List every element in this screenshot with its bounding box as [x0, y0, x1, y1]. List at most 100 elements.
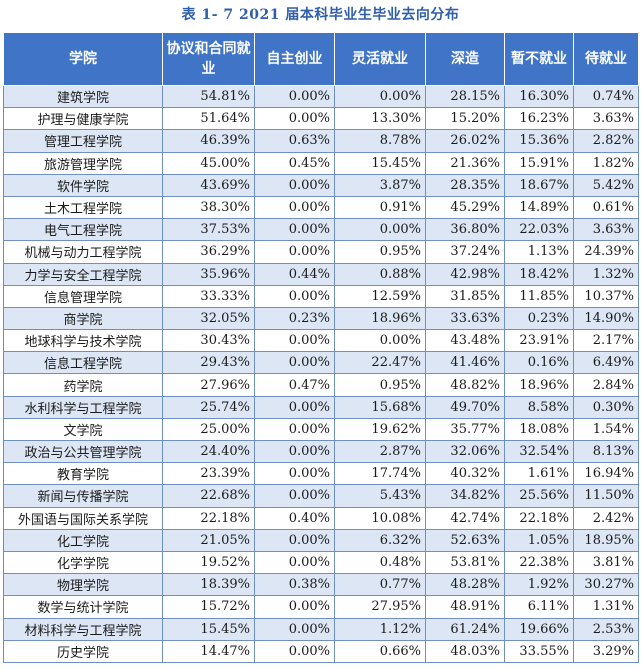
header-contract: 协议和合同就业 [162, 32, 255, 86]
pending-rate: 0.61% [573, 196, 639, 220]
further-study-rate: 43.48% [425, 329, 505, 353]
table-header-row: 学院 协议和合同就业 自主创业 灵活就业 深造 暂不就业 待就业 [3, 32, 639, 86]
flexible-rate: 12.59% [334, 285, 426, 308]
further-study-rate: 48.82% [425, 373, 505, 397]
contract-rate: 36.29% [162, 240, 255, 264]
contract-rate: 45.00% [162, 152, 255, 175]
flexible-rate: 0.95% [334, 373, 426, 397]
college-name: 政治与公共管理学院 [3, 440, 163, 464]
contract-rate: 25.00% [162, 418, 255, 442]
flexible-rate: 0.91% [334, 196, 426, 220]
not-employed-rate: 8.58% [504, 396, 574, 419]
table-row: 商学院 32.05% 0.23% 18.96% 33.63% 0.23% 14.90% [3, 307, 639, 331]
not-employed-rate: 18.42% [504, 263, 574, 286]
contract-rate: 38.30% [162, 196, 255, 220]
table-row: 历史学院 14.47% 0.00% 0.66% 48.03% 33.55% 3.29% [3, 640, 639, 663]
college-name: 化工学院 [3, 529, 163, 552]
further-study-rate: 28.15% [425, 85, 505, 109]
college-name: 力学与安全工程学院 [3, 263, 163, 286]
not-employed-rate: 33.55% [504, 640, 574, 663]
pending-rate: 3.63% [573, 107, 639, 131]
further-study-rate: 15.20% [425, 107, 505, 131]
flexible-rate: 27.95% [334, 595, 426, 619]
table-row: 软件学院 43.69% 0.00% 3.87% 28.35% 18.67% 5.42% [3, 174, 639, 197]
self-employed-rate: 0.00% [254, 174, 335, 197]
contract-rate: 18.39% [162, 573, 255, 597]
self-employed-rate: 0.00% [254, 640, 335, 663]
further-study-rate: 32.06% [425, 440, 505, 464]
not-employed-rate: 15.36% [504, 129, 574, 153]
college-name: 水利科学与工程学院 [3, 396, 163, 419]
college-name: 外国语与国际关系学院 [3, 507, 163, 530]
table-row: 文学院 25.00% 0.00% 19.62% 35.77% 18.08% 1.54% [3, 418, 639, 442]
flexible-rate: 0.95% [334, 240, 426, 264]
pending-rate: 5.42% [573, 174, 639, 197]
self-employed-rate: 0.00% [254, 462, 335, 486]
table-row: 旅游管理学院 45.00% 0.45% 15.45% 21.36% 15.91% 1.82% [3, 152, 639, 175]
pending-rate: 30.27% [573, 573, 639, 597]
table-row: 信息管理学院 33.33% 0.00% 12.59% 31.85% 11.85% 10.37… [3, 285, 639, 308]
flexible-rate: 0.66% [334, 640, 426, 663]
contract-rate: 14.47% [162, 640, 255, 663]
further-study-rate: 45.29% [425, 196, 505, 220]
further-study-rate: 33.63% [425, 307, 505, 331]
self-employed-rate: 0.00% [254, 618, 335, 641]
contract-rate: 27.96% [162, 373, 255, 397]
table-row: 水利科学与工程学院 25.74% 0.00% 15.68% 49.70% 8.58% 0.3… [3, 396, 639, 419]
flexible-rate: 17.74% [334, 462, 426, 486]
self-employed-rate: 0.00% [254, 218, 335, 242]
flexible-rate: 22.47% [334, 351, 426, 375]
self-employed-rate: 0.00% [254, 85, 335, 109]
self-employed-rate: 0.00% [254, 285, 335, 308]
college-name: 地球科学与技术学院 [3, 329, 163, 353]
self-employed-rate: 0.00% [254, 595, 335, 619]
further-study-rate: 48.91% [425, 595, 505, 619]
pending-rate: 2.53% [573, 618, 639, 641]
header-pending: 待就业 [573, 32, 639, 86]
contract-rate: 37.53% [162, 218, 255, 242]
further-study-rate: 52.63% [425, 529, 505, 552]
flexible-rate: 18.96% [334, 307, 426, 331]
self-employed-rate: 0.00% [254, 196, 335, 220]
flexible-rate: 6.32% [334, 529, 426, 552]
header-self-employed: 自主创业 [254, 32, 335, 86]
college-name: 商学院 [3, 307, 163, 331]
flexible-rate: 19.62% [334, 418, 426, 442]
contract-rate: 35.96% [162, 263, 255, 286]
contract-rate: 15.72% [162, 595, 255, 619]
pending-rate: 1.31% [573, 595, 639, 619]
table-row: 物理学院 18.39% 0.38% 0.77% 48.28% 1.92% 30.27% [3, 573, 639, 597]
flexible-rate: 15.45% [334, 152, 426, 175]
further-study-rate: 31.85% [425, 285, 505, 308]
table-row: 建筑学院 54.81% 0.00% 0.00% 28.15% 16.30% 0.74% [3, 85, 639, 109]
pending-rate: 18.95% [573, 529, 639, 552]
contract-rate: 33.33% [162, 285, 255, 308]
table-row: 教育学院 23.39% 0.00% 17.74% 40.32% 1.61% 16.94% [3, 462, 639, 486]
pending-rate: 6.49% [573, 351, 639, 375]
self-employed-rate: 0.00% [254, 529, 335, 552]
table-row: 化工学院 21.05% 0.00% 6.32% 52.63% 1.05% 18.95% [3, 529, 639, 552]
table-row: 新闻与传播学院 22.68% 0.00% 5.43% 34.82% 25.56% 11.50… [3, 484, 639, 508]
further-study-rate: 48.03% [425, 640, 505, 663]
pending-rate: 3.29% [573, 640, 639, 663]
contract-rate: 24.40% [162, 440, 255, 464]
flexible-rate: 10.08% [334, 507, 426, 530]
further-study-rate: 28.35% [425, 174, 505, 197]
further-study-rate: 41.46% [425, 351, 505, 375]
contract-rate: 25.74% [162, 396, 255, 419]
not-employed-rate: 11.85% [504, 285, 574, 308]
table-row: 药学院 27.96% 0.47% 0.95% 48.82% 18.96% 2.84% [3, 373, 639, 397]
further-study-rate: 42.98% [425, 263, 505, 286]
flexible-rate: 0.00% [334, 218, 426, 242]
contract-rate: 54.81% [162, 85, 255, 109]
header-flexible: 灵活就业 [334, 32, 426, 86]
flexible-rate: 0.48% [334, 551, 426, 575]
table-row: 外国语与国际关系学院 22.18% 0.40% 10.08% 42.74% 22.18% 2… [3, 507, 639, 530]
further-study-rate: 26.02% [425, 129, 505, 153]
further-study-rate: 40.32% [425, 462, 505, 486]
not-employed-rate: 0.16% [504, 351, 574, 375]
flexible-rate: 15.68% [334, 396, 426, 419]
pending-rate: 2.42% [573, 507, 639, 530]
not-employed-rate: 22.03% [504, 218, 574, 242]
college-name: 物理学院 [3, 573, 163, 597]
